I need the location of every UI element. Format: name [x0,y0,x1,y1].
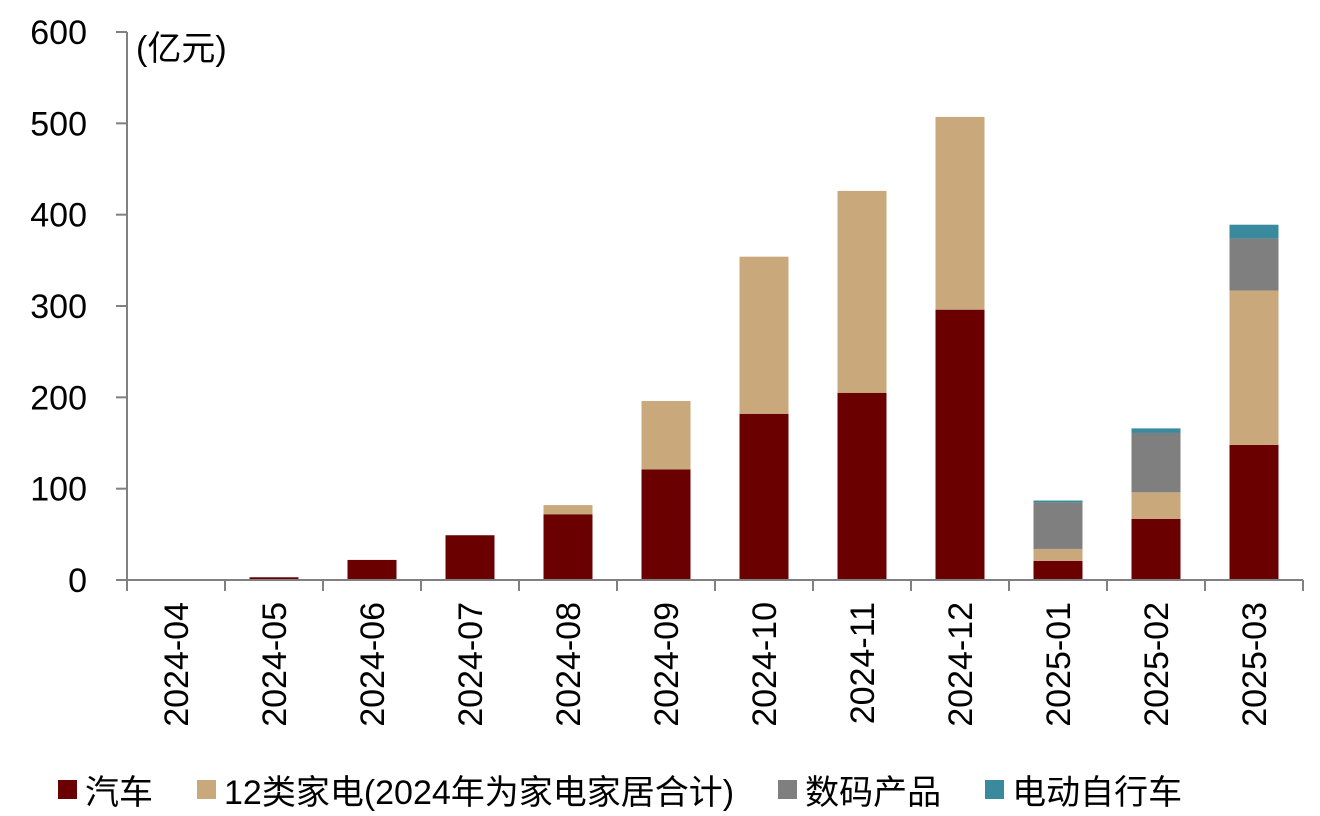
x-tick-label-2024-09: 2024-09 [648,602,686,727]
legend-item-3: 电动自行车 [985,765,1182,814]
legend-item-0: 汽车 [58,765,153,814]
x-tick-label-2025-03: 2025-03 [1236,602,1274,727]
bar-2025-02-series-1 [1131,492,1181,519]
bar-2025-02-series-3 [1131,428,1181,433]
bar-2024-06-series-0 [347,559,397,580]
legend-label-2: 数码产品 [805,773,942,812]
legend-swatch-2 [778,779,798,799]
bar-2024-12-series-1 [935,116,985,310]
bar-2024-10-series-1 [739,256,789,414]
x-tick-label-2024-07: 2024-07 [452,602,490,727]
x-tick-label-2024-11: 2024-11 [844,602,882,724]
x-tick-label-2024-12: 2024-12 [942,602,980,727]
chart-legend: 汽车 12类家电(2024年为家电家居合计) 数码产品 电动自行车 [58,765,1226,813]
legend-label-0: 汽车 [85,773,153,812]
y-tick-label-600: 600 [30,14,87,52]
y-tick-label-300: 300 [30,288,87,326]
bar-2025-01-series-1 [1033,548,1083,561]
bar-2024-09-series-1 [641,400,691,470]
x-tick-label-2025-02: 2025-02 [1138,602,1176,727]
bar-2025-03-series-2 [1229,238,1279,291]
y-tick-label-100: 100 [30,471,87,509]
bar-2025-02-series-0 [1131,518,1181,580]
bar-2025-01-series-3 [1033,500,1083,503]
bar-2025-03-series-0 [1229,444,1279,580]
x-tick-label-2025-01: 2025-01 [1040,602,1078,727]
bar-2024-07-series-0 [445,535,495,580]
legend-swatch-3 [985,779,1005,799]
bar-2025-02-series-2 [1131,432,1181,493]
y-tick-label-200: 200 [30,379,87,417]
legend-label-1: 12类家电(2024年为家电家居合计) [224,773,735,812]
legend-item-1: 12类家电(2024年为家电家居合计) [197,765,734,814]
y-tick-label-500: 500 [30,105,87,143]
x-tick-label-2024-10: 2024-10 [746,602,784,727]
x-tick-label-2024-06: 2024-06 [354,602,392,727]
bar-2024-11-series-0 [837,392,887,580]
legend-swatch-1 [197,779,216,799]
bar-2024-11-series-1 [837,190,887,393]
bar-2024-05-series-0 [249,577,299,580]
bar-2024-12-series-0 [935,309,985,580]
y-tick-label-400: 400 [30,197,87,235]
y-unit-label: (亿元) [136,30,227,68]
bar-2025-01-series-0 [1033,560,1083,580]
legend-item-2: 数码产品 [778,765,941,814]
y-tick-label-0: 0 [68,562,87,600]
chart-plot: 0 100 200 300 400 500 600 (亿元) 2024-04 2024-05 202… [30,14,1304,727]
legend-label-3: 电动自行车 [1012,773,1183,812]
bar-2024-09-series-0 [641,469,691,580]
bar-2025-01-series-2 [1033,502,1083,549]
bar-2024-08-series-0 [543,514,593,580]
bar-2024-08-series-1 [543,505,593,515]
bar-2024-10-series-0 [739,413,789,580]
bar-2025-03-series-3 [1229,224,1279,239]
x-tick-label-2024-04: 2024-04 [158,602,196,727]
legend-swatch-0 [58,779,77,799]
x-tick-label-2024-05: 2024-05 [256,602,294,727]
x-tick-label-2024-08: 2024-08 [550,602,588,727]
bar-2025-03-series-1 [1229,290,1279,445]
